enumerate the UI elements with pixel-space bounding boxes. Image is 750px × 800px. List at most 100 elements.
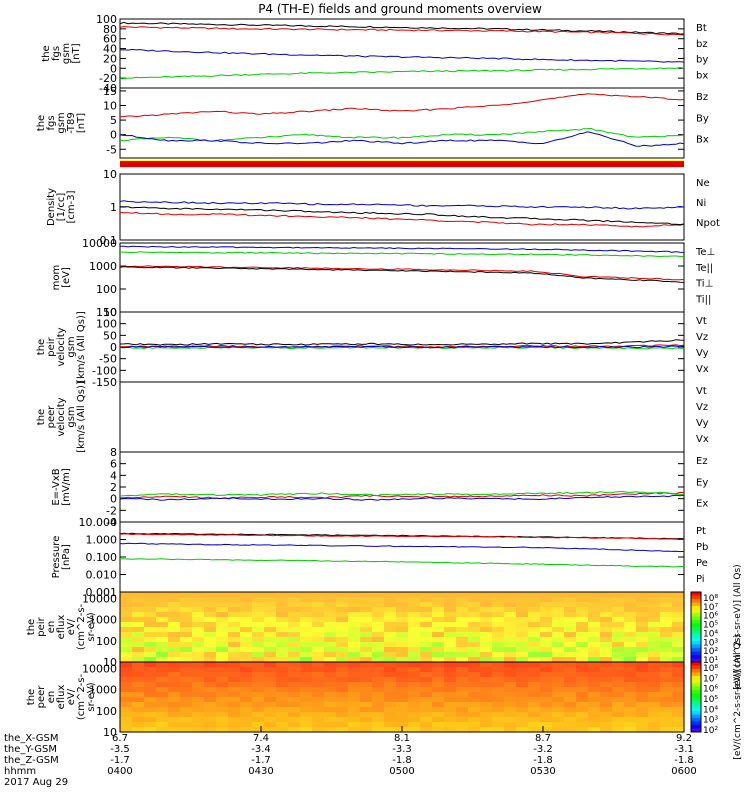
heatmap-cell: [540, 592, 553, 598]
heatmap-cell: [504, 627, 517, 633]
heatmap-cell: [420, 612, 433, 618]
y-tick-label: 10000: [82, 662, 117, 675]
heatmap-cell: [144, 672, 157, 678]
heatmap-cell: [552, 642, 565, 648]
heatmap-cell: [588, 607, 601, 613]
heatmap-cell: [432, 592, 445, 598]
heatmap-cell: [636, 687, 649, 693]
heatmap-cell: [300, 592, 313, 598]
y-label-line: en: [46, 691, 57, 704]
heatmap-cell: [480, 692, 493, 698]
y-tick-label: 1000: [89, 684, 117, 697]
heatmap-cell: [204, 652, 217, 658]
heatmap-cell: [312, 597, 325, 603]
heatmap-cell: [300, 642, 313, 648]
heatmap-cell: [420, 672, 433, 678]
heatmap-cell: [408, 682, 421, 688]
heatmap-cell: [348, 617, 361, 623]
heatmap-cell: [132, 707, 145, 713]
heatmap-cell: [672, 677, 685, 683]
heatmap-cell: [552, 672, 565, 678]
heatmap-cell: [276, 692, 289, 698]
heatmap-cell: [576, 642, 589, 648]
heatmap-cell: [144, 612, 157, 618]
heatmap-cell: [120, 727, 133, 733]
y-tick-label: -4: [106, 516, 117, 529]
heatmap-cell: [504, 667, 517, 673]
heatmap-cell: [624, 667, 637, 673]
heatmap-cell: [516, 592, 529, 598]
heatmap-cell: [444, 692, 457, 698]
heatmap-cell: [192, 707, 205, 713]
heatmap-cell: [516, 707, 529, 713]
heatmap-cell: [372, 607, 385, 613]
heatmap-cell: [120, 607, 133, 613]
flag-bar-red: [120, 161, 684, 167]
heatmap-cell: [504, 697, 517, 703]
heatmap-cell: [372, 672, 385, 678]
heatmap-cell: [444, 687, 457, 693]
heatmap-cell: [456, 637, 469, 643]
colorbar-step: [691, 602, 701, 607]
heatmap-cell: [180, 662, 193, 668]
legend-Pb: Pb: [696, 542, 708, 553]
heatmap-cell: [624, 717, 637, 723]
heatmap-cell: [120, 617, 133, 623]
heatmap-cell: [612, 617, 625, 623]
heatmap-cell: [552, 622, 565, 628]
heatmap-cell: [480, 652, 493, 658]
heatmap-cell: [552, 727, 565, 733]
heatmap-cell: [420, 642, 433, 648]
heatmap-cell: [648, 697, 661, 703]
heatmap-cell: [660, 657, 673, 663]
heatmap-cell: [264, 692, 277, 698]
heatmap-cell: [504, 622, 517, 628]
heatmap-cell: [552, 697, 565, 703]
heatmap-cell: [540, 722, 553, 728]
heatmap-cell: [660, 647, 673, 653]
x-axis: the_X-GSMthe_Y-GSMthe_Z-GSMhhmm6.7-3.5-1…: [4, 726, 697, 777]
heatmap-cell: [264, 612, 277, 618]
heatmap-cell: [300, 692, 313, 698]
heatmap-cell: [324, 682, 337, 688]
heatmap-cell: [324, 652, 337, 658]
heatmap-cell: [348, 727, 361, 733]
heatmap-cell: [288, 692, 301, 698]
heatmap-cell: [672, 627, 685, 633]
heatmap-cell: [504, 677, 517, 683]
heatmap-cell: [120, 697, 133, 703]
heatmap-cell: [408, 612, 421, 618]
y-tick-label: 8: [110, 446, 117, 459]
heatmap-cell: [192, 717, 205, 723]
heatmap-cell: [504, 617, 517, 623]
heatmap-cell: [432, 652, 445, 658]
heatmap-cell: [636, 607, 649, 613]
heatmap-cell: [180, 682, 193, 688]
heatmap-cell: [492, 632, 505, 638]
colorbar-step: [691, 672, 701, 677]
heatmap-cell: [480, 702, 493, 708]
heatmap-cell: [144, 637, 157, 643]
heatmap-cell: [540, 707, 553, 713]
heatmap-cell: [204, 647, 217, 653]
heatmap-cell: [444, 637, 457, 643]
heatmap-cell: [204, 687, 217, 693]
heatmap-cell: [372, 712, 385, 718]
heatmap-cell: [552, 602, 565, 608]
heatmap-cell: [384, 727, 397, 733]
heatmap-cell: [540, 647, 553, 653]
heatmap-cell: [624, 627, 637, 633]
heatmap-cell: [552, 627, 565, 633]
heatmap-cell: [276, 677, 289, 683]
colorbar-tick-label: 10⁸: [703, 664, 718, 674]
heatmap-cell: [528, 597, 541, 603]
heatmap-cell: [576, 697, 589, 703]
heatmap-cell: [384, 612, 397, 618]
heatmap-cell: [144, 722, 157, 728]
heatmap-cell: [240, 642, 253, 648]
y-label-line: sr-eV): [86, 682, 97, 711]
heatmap-cell: [444, 652, 457, 658]
y-label-line: mom: [51, 265, 62, 291]
